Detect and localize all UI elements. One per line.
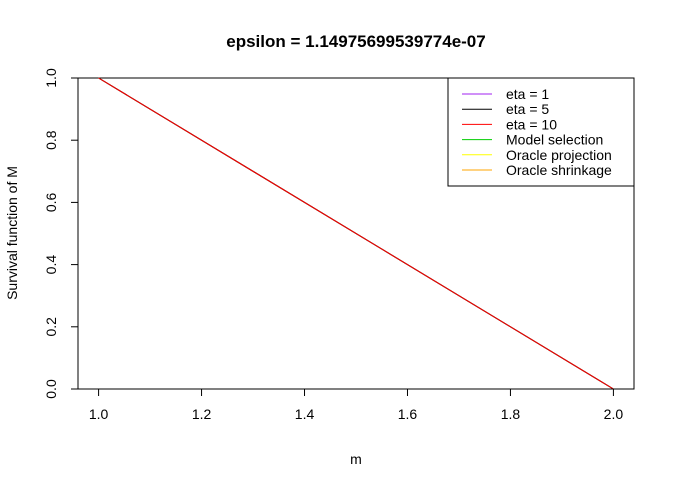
y-tick-label: 0.6	[43, 192, 59, 212]
x-tick-label: 1.2	[192, 406, 212, 422]
legend-label: Oracle shrinkage	[506, 162, 612, 178]
series-layer	[98, 77, 614, 390]
x-tick-label: 1.4	[295, 406, 315, 422]
series-line-eta-10	[98, 77, 614, 390]
legend-label: Model selection	[506, 132, 603, 148]
legend-label: eta = 10	[506, 116, 557, 132]
y-tick-label: 0.8	[43, 130, 59, 150]
legend-box	[447, 77, 635, 187]
legend-label: Oracle projection	[506, 147, 612, 163]
legend-label: eta = 5	[506, 101, 549, 117]
x-axis-label: m	[350, 451, 362, 467]
x-tick-label: 1.8	[501, 406, 521, 422]
x-tick-label: 1.6	[398, 406, 418, 422]
x-tick-label: 2.0	[604, 406, 624, 422]
y-tick-label: 0.2	[43, 317, 59, 337]
legend-label: eta = 1	[506, 86, 549, 102]
x-axis: 1.0 1.2 1.4 1.6 1.8 2.0	[89, 388, 624, 422]
y-tick-label: 1.0	[43, 68, 59, 88]
chart-title: epsilon = 1.14975699539774e-07	[226, 32, 485, 51]
x-tick-label: 1.0	[89, 406, 109, 422]
y-tick-label: 0.0	[43, 379, 59, 399]
y-axis: 0.0 0.2 0.4 0.6 0.8 1.0	[43, 68, 79, 399]
y-axis-label: Survival function of M	[4, 166, 20, 300]
y-tick-label: 0.4	[43, 255, 59, 275]
